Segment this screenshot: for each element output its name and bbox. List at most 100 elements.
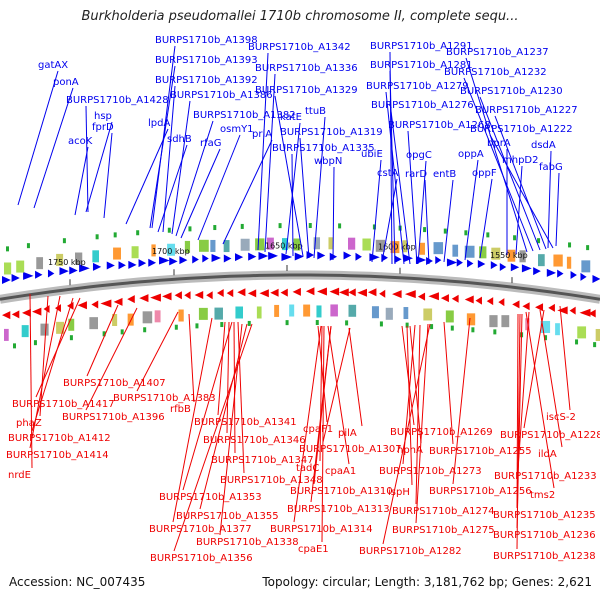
reverse-gene-label: BURPS1710b_A1346: [203, 435, 306, 446]
reverse-label-leader: [382, 323, 431, 545]
rna-feature-mark: [493, 329, 497, 335]
reverse-gene-label: BURPS1710b_A1414: [6, 450, 109, 461]
reverse-label-leader: [172, 317, 213, 523]
reverse-gene-label: BURPS1710b_A1228: [500, 430, 600, 441]
forward-gene-arrow: [106, 261, 115, 270]
reverse-gene-label: BURPS1710b_A1396: [62, 412, 165, 423]
forward-label-leader: [464, 159, 479, 261]
reverse-gene-arrow: [588, 309, 596, 318]
rna-feature-mark: [308, 223, 312, 229]
rna-feature-mark: [213, 225, 217, 231]
rna-feature-mark: [405, 322, 409, 328]
forward-gene-label: BURPS1710b_A1222: [470, 124, 573, 135]
cog-category-box: [402, 240, 408, 253]
reverse-label-leader: [452, 317, 471, 485]
forward-gene-label: BURPS1710b_A1232: [444, 67, 547, 78]
forward-gene-arrow: [79, 264, 90, 273]
rna-feature-mark: [315, 320, 319, 326]
forward-label-leader: [257, 52, 269, 251]
reverse-gene-arrow: [2, 311, 11, 320]
forward-gene-label: BURPS1710b_A1281: [370, 60, 473, 71]
cog-category-box: [553, 254, 563, 267]
reverse-gene-label: BURPS1710b_A1347: [211, 455, 314, 466]
forward-gene-label: rfaG: [200, 138, 222, 149]
rna-feature-mark: [537, 238, 541, 244]
cog-category-box: [581, 260, 591, 273]
forward-gene-arrow: [248, 252, 257, 261]
forward-gene-label: dsdA: [531, 140, 556, 151]
reverse-label-leader: [321, 325, 325, 543]
forward-label-leader: [162, 85, 176, 233]
forward-gene-arrow: [546, 268, 557, 277]
cog-category-box: [68, 318, 75, 331]
forward-label-leader: [332, 166, 335, 261]
reverse-gene-arrow: [113, 297, 123, 306]
reverse-gene-label: tms2: [530, 490, 555, 501]
rna-feature-mark: [113, 232, 117, 238]
cog-category-box: [491, 247, 501, 260]
forward-gene-arrow: [268, 251, 278, 260]
cog-category-box: [74, 252, 83, 265]
kbp-tick-label: 1650 kbp: [265, 241, 303, 250]
forward-gene-arrow: [394, 255, 402, 264]
reverse-gene-label: rfbB: [170, 404, 191, 415]
rna-feature-mark: [95, 234, 99, 240]
reverse-gene-label: BURPS1710b_A1356: [150, 553, 253, 564]
cog-category-box: [16, 260, 25, 273]
forward-label-leader: [274, 95, 304, 257]
forward-gene-arrow: [446, 258, 458, 267]
cog-category-box: [375, 239, 386, 252]
reverse-label-leader: [517, 311, 530, 470]
forward-label-leader: [264, 73, 276, 253]
reverse-gene-arrow: [548, 303, 555, 312]
genome-stats-text: Topology: circular; Length: 3,181,762 bp…: [262, 575, 592, 589]
cog-category-box: [113, 247, 121, 260]
forward-gene-label: priA: [252, 129, 272, 140]
cog-category-box: [371, 306, 379, 319]
reverse-gene-label: BURPS1710b_A1412: [8, 433, 111, 444]
forward-gene-label: BURPS1710b_A1392: [155, 75, 258, 86]
reverse-label-leader: [233, 321, 236, 454]
cog-category-box: [151, 244, 156, 257]
reverse-label-leader: [516, 313, 519, 509]
reverse-gene-arrow: [127, 295, 135, 304]
cog-category-box: [240, 238, 250, 251]
forward-gene-arrow: [426, 256, 433, 265]
cog-category-box: [214, 307, 223, 320]
reverse-label-leader: [348, 327, 363, 427]
rna-feature-mark: [143, 327, 147, 333]
cog-category-box: [385, 307, 393, 320]
cog-category-box: [289, 304, 295, 317]
forward-gene-label: ubiE: [361, 149, 383, 160]
cog-category-box: [235, 306, 244, 319]
reverse-gene-arrow: [475, 296, 482, 305]
forward-label-leader: [74, 146, 89, 216]
reverse-gene-arrow: [579, 308, 591, 317]
reverse-gene-label: cpaF1: [303, 424, 333, 435]
forward-gene-label: BURPS1710b_A1329: [255, 85, 358, 96]
forward-gene-label: BURPS1710b_A1268: [388, 120, 491, 131]
forward-gene-arrow: [169, 257, 178, 266]
reverse-gene-arrow: [486, 297, 494, 306]
reverse-gene-label: ildA: [538, 449, 557, 460]
forward-gene-arrow: [258, 251, 269, 260]
rna-feature-mark: [568, 242, 572, 248]
reverse-gene-arrow: [21, 308, 31, 317]
cog-category-box: [555, 323, 560, 336]
rna-feature-mark: [247, 320, 251, 326]
forward-label-leader: [381, 178, 398, 263]
reverse-gene-arrow: [174, 291, 182, 300]
reverse-label-leader: [319, 325, 323, 462]
cog-category-box: [142, 311, 153, 324]
reverse-gene-arrow: [428, 292, 439, 301]
forward-label-leader: [463, 77, 534, 252]
forward-gene-label: cstA: [377, 168, 399, 179]
cog-category-box: [452, 244, 459, 257]
cog-category-box: [36, 257, 44, 270]
cog-category-box: [154, 310, 161, 323]
forward-gene-arrow: [202, 254, 209, 263]
forward-gene-arrow: [23, 271, 34, 280]
rna-feature-mark: [6, 246, 9, 252]
rna-feature-mark: [167, 227, 171, 233]
reverse-gene-label: BURPS1710b_A1314: [270, 524, 373, 535]
